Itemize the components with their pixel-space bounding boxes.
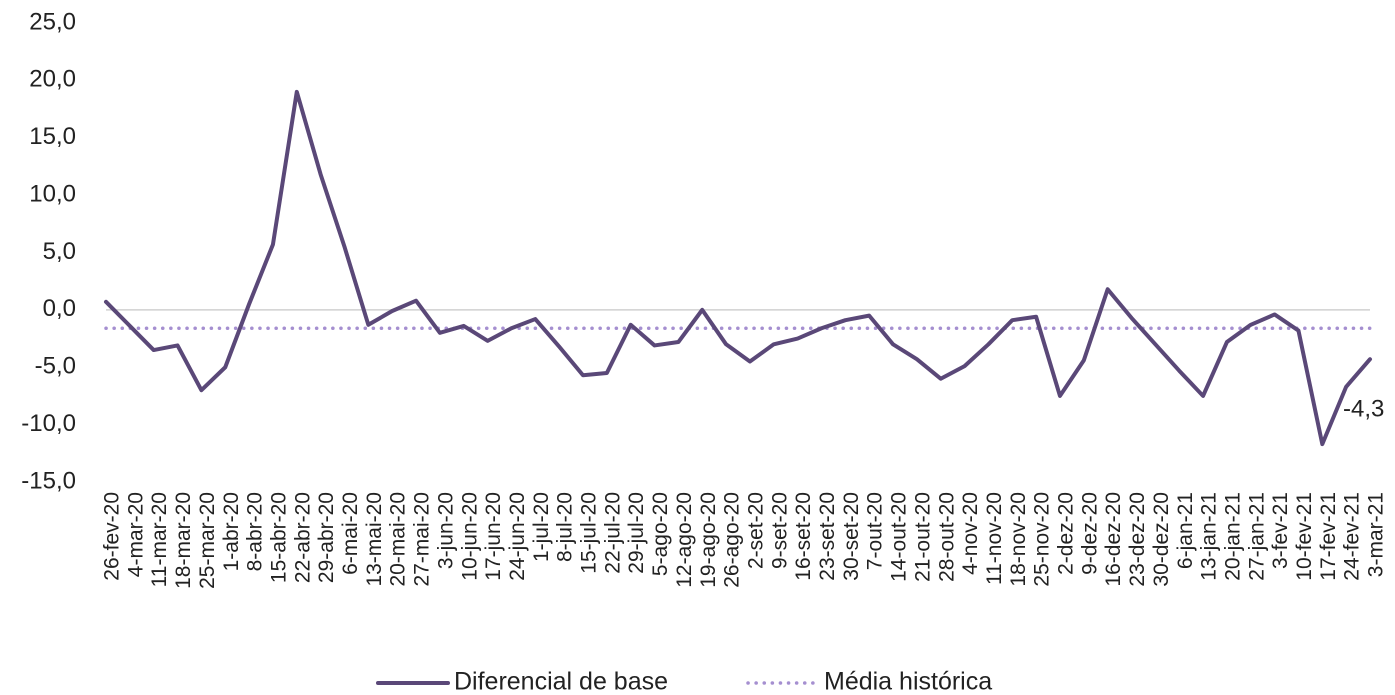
y-tick-label: 0,0 — [43, 295, 76, 322]
x-tick-label: 30-dez-20 — [1150, 492, 1173, 587]
y-tick-label: -10,0 — [21, 410, 76, 437]
x-tick-label: 29-abr-20 — [315, 492, 338, 583]
x-tick-label: 1-jul-20 — [530, 492, 553, 562]
x-tick-label: 2-dez-20 — [1055, 492, 1078, 575]
x-tick-label: 3-fev-21 — [1269, 492, 1292, 569]
x-tick-label: 17-jun-20 — [482, 492, 505, 581]
data-label: -4,3 — [1343, 396, 1384, 423]
x-tick-label: 24-jun-20 — [506, 492, 529, 581]
x-tick-label: 16-set-20 — [792, 492, 815, 581]
x-tick-label: 11-mar-20 — [148, 492, 171, 587]
x-tick-label: 28-out-20 — [935, 492, 958, 582]
x-tick-label: 27-mai-20 — [411, 492, 434, 587]
x-tick-label: 11-nov-20 — [983, 492, 1006, 585]
x-tick-label: 14-out-20 — [888, 492, 911, 582]
x-tick-label: 30-set-20 — [840, 492, 863, 581]
x-tick-label: 27-jan-21 — [1245, 492, 1268, 581]
x-tick-label: 8-jul-20 — [554, 492, 577, 562]
x-tick-label: 1-abr-20 — [220, 492, 243, 571]
legend-label: Diferencial de base — [454, 668, 668, 695]
y-tick-label: 10,0 — [29, 180, 76, 207]
y-tick-label: 15,0 — [29, 123, 76, 150]
x-tick-label: 5-ago-20 — [649, 492, 672, 576]
x-tick-label: 10-fev-21 — [1293, 492, 1316, 581]
x-tick-label: 22-jul-20 — [601, 492, 624, 574]
x-tick-label: 25-mar-20 — [196, 492, 219, 589]
x-tick-label: 6-mai-20 — [339, 492, 362, 575]
x-tick-label: 23-dez-20 — [1126, 492, 1149, 587]
y-tick-label: 25,0 — [29, 8, 76, 35]
x-tick-label: 16-dez-20 — [1102, 492, 1125, 587]
x-tick-label: 20-mai-20 — [387, 492, 410, 587]
x-tick-label: 26-ago-20 — [721, 492, 744, 588]
x-tick-label: 3-jun-20 — [434, 492, 457, 569]
x-tick-label: 6-jan-21 — [1174, 492, 1197, 569]
x-tick-label: 15-jul-20 — [578, 492, 601, 574]
legend-label: Média histórica — [824, 668, 992, 695]
y-tick-label: 5,0 — [43, 238, 76, 265]
x-tick-label: 21-out-20 — [911, 492, 934, 582]
x-tick-label: 13-mai-20 — [363, 492, 386, 587]
x-tick-label: 7-out-20 — [864, 492, 887, 570]
x-tick-label: 18-mar-20 — [172, 492, 195, 589]
x-tick-label: 26-fev-20 — [101, 492, 124, 581]
x-tick-label: 3-mar-21 — [1365, 492, 1388, 577]
x-tick-label: 8-abr-20 — [244, 492, 267, 571]
x-tick-label: 9-set-20 — [768, 492, 791, 569]
x-tick-label: 13-jan-21 — [1198, 492, 1221, 581]
x-tick-label: 20-jan-21 — [1221, 492, 1244, 581]
x-tick-label: 18-nov-20 — [1007, 492, 1030, 587]
x-tick-label: 23-set-20 — [816, 492, 839, 581]
y-tick-label: -5,0 — [35, 353, 76, 380]
y-tick-label: 20,0 — [29, 66, 76, 93]
x-tick-label: 2-set-20 — [744, 492, 767, 569]
x-tick-label: 25-nov-20 — [1031, 492, 1054, 587]
x-tick-label: 29-jul-20 — [625, 492, 648, 574]
x-tick-label: 4-nov-20 — [959, 492, 982, 575]
y-tick-label: -15,0 — [21, 467, 76, 494]
x-tick-label: 24-fev-21 — [1341, 492, 1364, 581]
x-tick-label: 12-ago-20 — [673, 492, 696, 588]
series-line — [104, 89, 1372, 447]
x-tick-label: 17-fev-21 — [1317, 492, 1340, 581]
x-tick-label: 15-abr-20 — [267, 492, 290, 583]
x-tick-label: 19-ago-20 — [697, 492, 720, 588]
x-tick-label: 4-mar-20 — [124, 492, 147, 577]
x-tick-label: 9-dez-20 — [1078, 492, 1101, 575]
x-tick-label: 22-abr-20 — [291, 492, 314, 583]
x-tick-label: 10-jun-20 — [458, 492, 481, 581]
